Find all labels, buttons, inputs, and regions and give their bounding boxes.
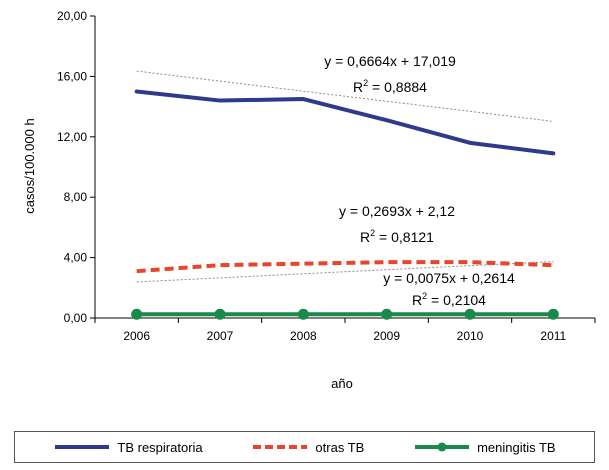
legend-item: otras TB: [251, 440, 364, 455]
data-point: [131, 308, 143, 320]
chart-ticks: 0,00 4,00 8,00 12,00 16,00 20,00 2006 2007 2008 2…: [57, 9, 596, 343]
regression-equation: y = 0,2693x + 2,12: [339, 203, 455, 219]
legend-label: otras TB: [315, 439, 365, 455]
data-point: [214, 308, 226, 320]
r-squared-label: R2 = 0,8121: [360, 228, 434, 245]
chart-annotations: y = 0,6664x + 17,019 R2 = 0,8884 y = 0,269…: [324, 53, 515, 308]
line-chart: 0,00 4,00 8,00 12,00 16,00 20,00 2006 2007 2008 2…: [22, 9, 596, 391]
trend-line: [136, 70, 554, 122]
data-point: [381, 308, 393, 320]
y-tick-label: 20,00: [57, 9, 87, 23]
legend-label: meningitis TB: [477, 439, 556, 455]
legend-label: TB respiratoria: [117, 439, 203, 455]
regression-equation: y = 0,0075x + 0,2614: [383, 270, 515, 286]
legend-swatch: [55, 445, 110, 449]
r-squared-label: R2 = 0,8884: [353, 78, 427, 95]
x-tick-label: 2007: [207, 329, 234, 343]
data-point: [547, 308, 559, 320]
data-point: [297, 308, 309, 320]
regression-equation: y = 0,6664x + 17,019: [324, 53, 456, 69]
legend-item: TB respiratoria: [53, 439, 203, 455]
data-point: [464, 308, 476, 320]
y-tick-label: 16,00: [57, 69, 87, 83]
chart-series: [131, 89, 559, 320]
y-tick-label: 0,00: [64, 311, 88, 325]
y-tick-label: 8,00: [64, 190, 88, 204]
series-line: [134, 89, 556, 156]
legend-item: meningitis TB: [413, 440, 556, 455]
r-squared-label: R2 = 0,2104: [412, 291, 486, 308]
x-tick-label: 2006: [123, 329, 150, 343]
chart-legend: TB respiratoria otras TB meningitis TB: [14, 431, 595, 463]
x-tick-label: 2008: [290, 329, 317, 343]
x-axis-title: año: [331, 376, 353, 391]
x-tick-label: 2011: [540, 329, 566, 343]
x-tick-label: 2009: [373, 329, 400, 343]
legend-swatch: [415, 442, 470, 452]
trend-line: [136, 261, 554, 283]
y-tick-label: 12,00: [57, 130, 87, 144]
y-tick-label: 4,00: [64, 251, 88, 265]
legend-swatch: [253, 445, 308, 449]
x-tick-label: 2010: [457, 329, 484, 343]
y-axis-title: casos/100.000 h: [22, 118, 37, 213]
